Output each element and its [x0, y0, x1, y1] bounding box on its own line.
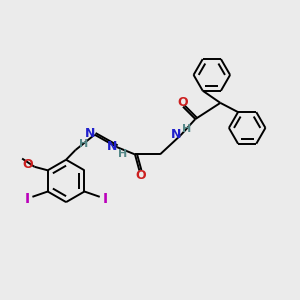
Text: O: O	[177, 96, 188, 110]
Text: N: N	[106, 140, 117, 153]
Text: I: I	[25, 192, 30, 206]
Text: N: N	[85, 127, 95, 140]
Text: N: N	[170, 128, 181, 141]
Text: H: H	[182, 124, 192, 134]
Text: O: O	[136, 169, 146, 182]
Text: H: H	[118, 148, 127, 158]
Text: I: I	[103, 192, 108, 206]
Text: H: H	[79, 139, 88, 148]
Text: O: O	[23, 158, 33, 171]
